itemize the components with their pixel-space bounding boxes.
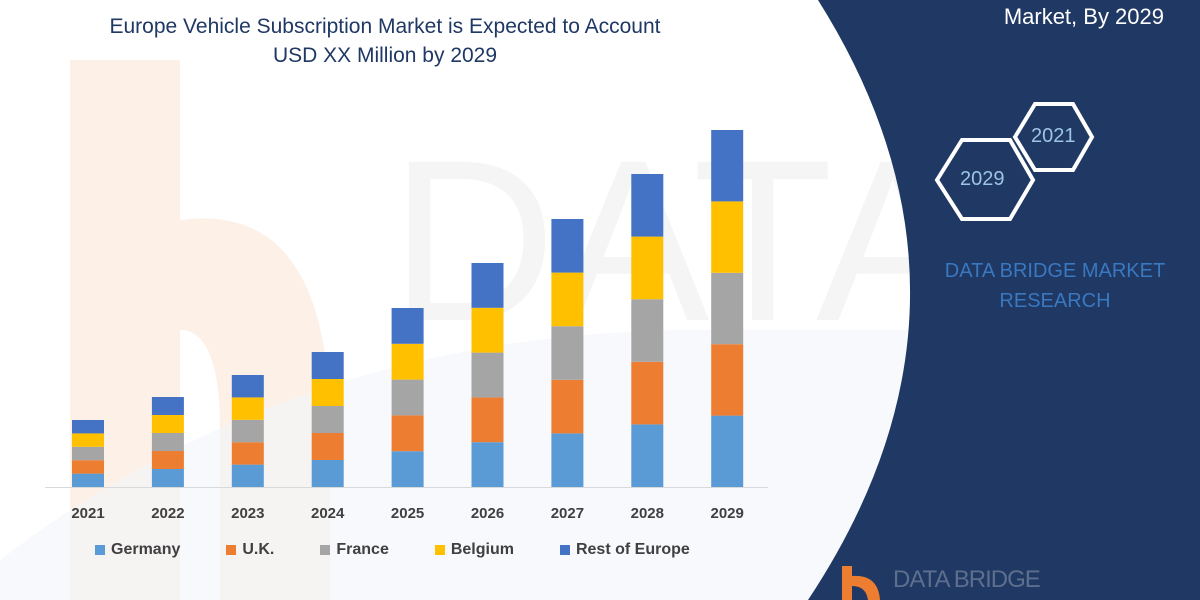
- x-tick-label: 2029: [711, 505, 744, 522]
- legend-label: France: [336, 541, 389, 558]
- bar-segment-u-k--2022: [151, 451, 184, 469]
- x-tick-label: 2028: [631, 505, 664, 522]
- bar-segment-france-2022: [151, 433, 184, 451]
- x-tick-label: 2023: [231, 505, 264, 522]
- bar-segment-france-2021: [72, 446, 104, 461]
- bar-segment-france-2023: [231, 419, 264, 443]
- bar-segment-france-2027: [551, 326, 584, 380]
- hex-label-2029: 2029: [960, 168, 1005, 190]
- bar-segment-france-2028: [631, 299, 664, 362]
- legend-item: Rest of Europe: [559, 541, 690, 559]
- bar-segment-belgium-2024: [311, 379, 344, 406]
- brand-text: DATA BRIDGE MARKET RESEARCH: [925, 256, 1185, 316]
- side-heading: Market, By 2029: [1003, 4, 1164, 29]
- legend-label: Belgium: [450, 541, 514, 558]
- bar-segment-germany-2027: [551, 433, 584, 487]
- bar-segment-belgium-2022: [151, 415, 184, 433]
- chart-title: Europe Vehicle Subscription Market is Ex…: [40, 12, 730, 70]
- x-tick-label: 2025: [391, 505, 424, 522]
- side-panel: [808, 0, 1200, 600]
- hex-2029: [934, 138, 1036, 221]
- bar-segment-rest-of-europe-2022: [151, 397, 184, 415]
- bar-segment-belgium-2027: [551, 272, 584, 327]
- bar-segment-u-k--2023: [231, 442, 264, 465]
- bar-segment-u-k--2028: [631, 361, 664, 425]
- legend-item: Germany: [95, 541, 180, 559]
- legend-label: Rest of Europe: [575, 541, 690, 558]
- legend-item: U.K.: [226, 541, 274, 559]
- bar-segment-france-2025: [391, 379, 424, 416]
- bar-segment-germany-2029: [711, 415, 744, 487]
- bar-segment-germany-2022: [151, 469, 184, 487]
- title-line-1: Europe Vehicle Subscription Market is Ex…: [109, 15, 661, 38]
- bar-segment-belgium-2028: [631, 236, 664, 300]
- logo-text: DATA BRIDGE: [893, 566, 1041, 593]
- x-tick-label: 2026: [471, 505, 504, 522]
- legend-swatch: [434, 545, 445, 555]
- bar-segment-belgium-2025: [391, 343, 424, 380]
- bar-segment-germany-2028: [631, 424, 664, 487]
- bar-segment-u-k--2026: [471, 397, 504, 443]
- hex-label-2021: 2021: [1031, 125, 1076, 147]
- legend-item: Belgium: [434, 541, 514, 559]
- bar-segment-germany-2023: [231, 464, 264, 487]
- brand-line-1: DATA BRIDGE MARKET: [944, 260, 1166, 282]
- bar-segment-u-k--2021: [72, 460, 104, 474]
- bar-segment-u-k--2029: [711, 344, 744, 416]
- legend-swatch: [95, 545, 105, 555]
- bar-segment-france-2026: [471, 352, 504, 398]
- x-tick-label: 2024: [311, 505, 345, 522]
- legend-swatch: [226, 545, 237, 555]
- brand-line-2: RESEARCH: [999, 290, 1111, 312]
- bar-segment-rest-of-europe-2025: [391, 308, 424, 344]
- legend: Germany U.K. France Belgium Rest of Europe: [95, 541, 736, 559]
- bar-segment-belgium-2026: [471, 307, 504, 353]
- legend-item: France: [320, 541, 389, 559]
- bar-segment-france-2029: [711, 272, 744, 345]
- bar-segment-france-2024: [311, 406, 344, 433]
- bar-segment-u-k--2025: [391, 415, 424, 452]
- bar-segment-germany-2025: [391, 451, 424, 487]
- bar-segment-rest-of-europe-2029: [711, 130, 744, 202]
- x-tick-label: 2022: [151, 505, 184, 522]
- legend-swatch: [559, 545, 570, 555]
- bar-segment-belgium-2029: [711, 201, 744, 273]
- logo-icon: [842, 566, 880, 600]
- x-tick-label: 2027: [551, 505, 584, 522]
- bar-segment-rest-of-europe-2021: [72, 420, 104, 434]
- bar-segment-rest-of-europe-2024: [311, 352, 344, 379]
- bar-segment-rest-of-europe-2026: [471, 263, 504, 308]
- legend-label: Germany: [111, 541, 181, 558]
- bar-segment-germany-2021: [72, 473, 104, 487]
- bar-segment-u-k--2027: [551, 379, 584, 434]
- bar-segment-rest-of-europe-2023: [231, 375, 264, 398]
- bar-segment-u-k--2024: [311, 433, 344, 460]
- legend-swatch: [320, 545, 331, 555]
- bar-segment-germany-2026: [471, 442, 504, 487]
- bar-segment-belgium-2021: [72, 433, 104, 447]
- bar-segment-rest-of-europe-2028: [631, 174, 664, 237]
- bar-segment-belgium-2023: [231, 397, 264, 420]
- bar-segment-rest-of-europe-2027: [551, 219, 584, 273]
- x-tick-label: 2021: [71, 505, 104, 522]
- bar-segment-germany-2024: [311, 460, 344, 487]
- title-line-2: USD XX Million by 2029: [272, 44, 498, 67]
- hex-2021: [1012, 102, 1095, 172]
- legend-label: U.K.: [242, 541, 275, 558]
